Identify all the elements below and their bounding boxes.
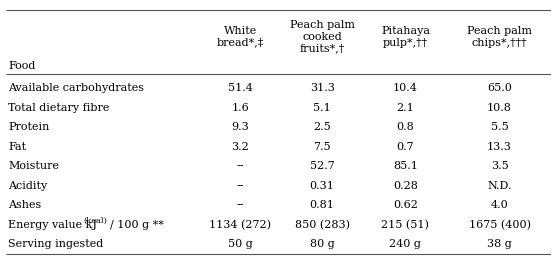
Text: 50 g: 50 g [228,239,253,249]
Text: 3.2: 3.2 [231,142,249,152]
Text: 10.4: 10.4 [393,83,418,93]
Text: Energy value kJ: Energy value kJ [8,220,101,230]
Text: 0.62: 0.62 [393,200,418,210]
Text: Acidity: Acidity [8,181,47,191]
Text: Food: Food [8,61,36,71]
Text: 52.7: 52.7 [310,161,335,171]
Text: White
bread*,‡: White bread*,‡ [217,26,264,48]
Text: 3.5: 3.5 [491,161,509,171]
Text: 0.31: 0.31 [310,181,335,191]
Text: 4.0: 4.0 [491,200,509,210]
Text: 80 g: 80 g [310,239,335,249]
Text: --: -- [237,181,244,191]
Text: Serving ingested: Serving ingested [8,239,104,249]
Text: Available carbohydrates: Available carbohydrates [8,83,144,93]
Text: 13.3: 13.3 [487,142,512,152]
Text: 0.7: 0.7 [397,142,414,152]
Text: Ashes: Ashes [8,200,42,210]
Text: 51.4: 51.4 [228,83,253,93]
Text: 38 g: 38 g [487,239,512,249]
Text: Pitahaya
pulp*,††: Pitahaya pulp*,†† [381,26,430,48]
Text: Peach palm
cooked
fruits*,†: Peach palm cooked fruits*,† [290,20,355,53]
Text: 850 (283): 850 (283) [295,220,350,230]
Text: 65.0: 65.0 [487,83,512,93]
Text: / 100 g **: / 100 g ** [110,220,164,230]
Text: 1.6: 1.6 [231,103,249,113]
Text: 9.3: 9.3 [231,123,249,132]
Text: 215 (51): 215 (51) [382,220,429,230]
Text: 2.1: 2.1 [397,103,414,113]
Text: 31.3: 31.3 [310,83,335,93]
Text: 85.1: 85.1 [393,161,418,171]
Text: (kcal): (kcal) [84,217,108,225]
Text: 0.81: 0.81 [310,200,335,210]
Text: 1134 (272): 1134 (272) [209,220,271,230]
Text: 5.5: 5.5 [491,123,509,132]
Text: 2.5: 2.5 [313,123,331,132]
Text: 1675 (400): 1675 (400) [468,220,531,230]
Text: 0.8: 0.8 [397,123,414,132]
Text: 0.28: 0.28 [393,181,418,191]
Text: Fat: Fat [8,142,26,152]
Text: Moisture: Moisture [8,161,59,171]
Text: 7.5: 7.5 [314,142,331,152]
Text: N.D.: N.D. [487,181,512,191]
Text: 5.1: 5.1 [313,103,331,113]
Text: Protein: Protein [8,123,50,132]
Text: 240 g: 240 g [389,239,421,249]
Text: Total dietary fibre: Total dietary fibre [8,103,110,113]
Text: --: -- [237,200,244,210]
Text: 10.8: 10.8 [487,103,512,113]
Text: --: -- [237,161,244,171]
Text: Peach palm
chips*,†††: Peach palm chips*,††† [467,26,532,48]
